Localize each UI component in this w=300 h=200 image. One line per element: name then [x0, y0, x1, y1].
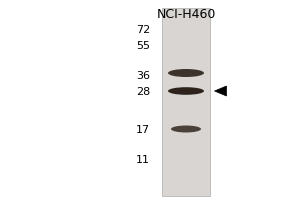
Polygon shape [214, 86, 226, 96]
Text: 36: 36 [136, 71, 150, 81]
Ellipse shape [171, 126, 201, 132]
Ellipse shape [168, 69, 204, 77]
Ellipse shape [168, 87, 204, 95]
Text: 55: 55 [136, 41, 150, 51]
Bar [162, 8, 210, 196]
Text: 17: 17 [136, 125, 150, 135]
Text: 11: 11 [136, 155, 150, 165]
Text: 28: 28 [136, 87, 150, 97]
Text: NCI-H460: NCI-H460 [156, 8, 216, 21]
Text: 72: 72 [136, 25, 150, 35]
